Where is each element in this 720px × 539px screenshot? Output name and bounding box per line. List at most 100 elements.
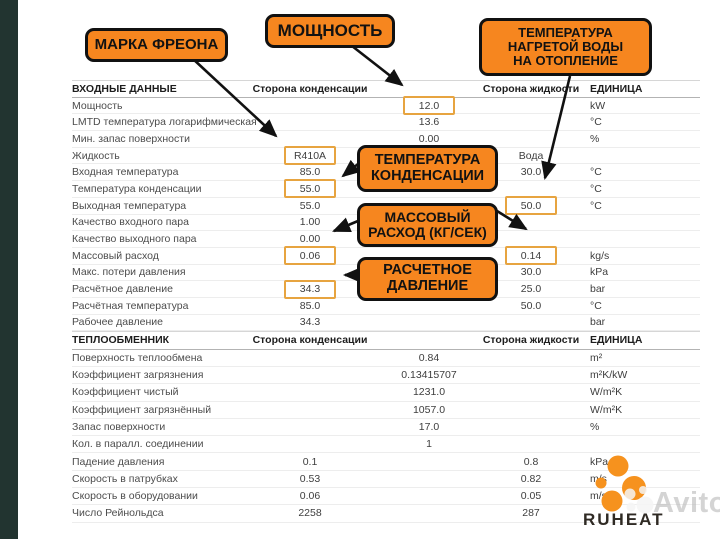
- cell-unit: m²K/kW: [590, 369, 628, 382]
- cell-liquid: 25.0: [520, 283, 542, 296]
- cell-unit: kg/s: [590, 249, 610, 262]
- callout-design-pressure: РАСЧЕТНОЕ ДАВЛЕНИЕ: [357, 257, 498, 301]
- cell-unit: bar: [590, 316, 606, 329]
- ruheat-logo-text: RUHEAT: [583, 510, 665, 529]
- row-label: Скорость в оборудовании: [72, 490, 198, 503]
- table-row: Скорость в патрубках 0.53 0.82 m/s: [72, 471, 700, 488]
- cell-unit: W/m²K: [590, 403, 623, 416]
- cell-mid: 13.6: [418, 116, 440, 129]
- cell-cond: 0.1: [302, 455, 318, 468]
- avito-watermark-text: Avito: [653, 487, 720, 519]
- cell-liquid: Вода: [518, 149, 544, 162]
- table-row: Поверхность теплообмена 0.84 m²: [72, 350, 700, 367]
- row-label: Падение давления: [72, 455, 165, 468]
- row-label: Расчётное давление: [72, 283, 173, 296]
- col-header-liquid: Сторона жидкости: [482, 82, 580, 95]
- row-label: Рабочее давление: [72, 316, 163, 329]
- cell-liquid: 0.82: [520, 472, 542, 485]
- table-row: Запас поверхности 17.0%: [72, 419, 700, 437]
- cell-mid: 0.00: [418, 132, 440, 145]
- callout-freon-brand: МАРКА ФРЕОНА: [85, 28, 228, 62]
- cell-liquid: 30.0: [520, 266, 542, 279]
- left-edge-strip: [0, 0, 18, 539]
- row-label: Коэффициент загрязнённый: [72, 403, 212, 416]
- cell-cond: 0.06: [240, 246, 380, 266]
- cell-liquid: 0.8: [523, 455, 539, 468]
- highlight-box: 55.0: [284, 179, 336, 199]
- cell-unit: m/s: [590, 472, 607, 485]
- cell-cond: 55.0: [240, 179, 380, 199]
- row-label: Массовый расход: [72, 249, 159, 262]
- row-label: Расчётная температура: [72, 299, 189, 312]
- row-label: Поверхность теплообмена: [72, 351, 203, 364]
- row-label: Температура конденсации: [72, 182, 202, 195]
- highlight-box: 34.3: [284, 279, 336, 299]
- table-row: LMTD температура логарифмическая 13.6 °C: [72, 114, 700, 132]
- row-label: Коэффициент загрязнения: [72, 369, 204, 382]
- highlight-box: R410A: [284, 146, 336, 166]
- cell-cond: 0.53: [299, 472, 321, 485]
- cell-cond: R410A: [240, 146, 380, 166]
- table-row: Кол. в паралл. соединении 1: [72, 436, 700, 454]
- cell-mid: 17.0: [418, 420, 440, 433]
- col-header-unit: ЕДИНИЦА: [590, 82, 643, 95]
- row-label: Коэффициент чистый: [72, 386, 179, 399]
- row-label: Макс. потери давления: [72, 266, 186, 279]
- table-row: Качество выходного пара 0.00: [72, 231, 700, 248]
- row-label: Качество входного пара: [72, 216, 189, 229]
- cell-liquid: 287: [522, 507, 540, 520]
- row-label: Запас поверхности: [72, 420, 166, 433]
- row-label: Мощность: [72, 99, 123, 112]
- cell-cond: 0.06: [299, 490, 321, 503]
- row-label: Скорость в патрубках: [72, 472, 178, 485]
- cell-unit: °C: [590, 166, 602, 179]
- cell-mid: 1: [426, 438, 432, 451]
- cell-unit: °C: [590, 182, 602, 195]
- table-row: Рабочее давление 34.3 bar: [72, 315, 700, 332]
- cell-cond: 85.0: [299, 166, 321, 179]
- cell-cond: 34.3: [240, 279, 380, 299]
- cell-mid: 0.13415707: [401, 369, 457, 382]
- data-table: ВХОДНЫЕ ДАННЫЕ Сторона конденсации Сторона…: [72, 80, 700, 523]
- row-label: Кол. в паралл. соединении: [72, 438, 204, 451]
- row-label: LMTD температура логарифмическая: [72, 116, 257, 129]
- row-label: Жидкость: [72, 149, 120, 162]
- row-label: Качество выходного пара: [72, 233, 197, 246]
- cell-unit: °C: [590, 116, 602, 129]
- cell-unit: m²: [590, 351, 603, 364]
- cell-unit: %: [590, 420, 600, 433]
- col-header-condensation: Сторона конденсации: [252, 334, 368, 347]
- table-row: Расчётная температура 85.0 50.0 °C: [72, 298, 700, 315]
- highlight-box: 0.14: [505, 246, 557, 266]
- callout-heated-water-temp: ТЕМПЕРАТУРА НАГРЕТОЙ ВОДЫ НА ОТОПЛЕНИЕ: [479, 18, 652, 76]
- table-row: Мощность 12.0 kW: [72, 96, 700, 116]
- section-title: ТЕПЛООБМЕННИК: [72, 334, 170, 347]
- table-row: Падение давления 0.1 0.8 kPa: [72, 453, 700, 471]
- col-header-condensation: Сторона конденсации: [252, 82, 368, 95]
- cell-unit: kW: [590, 99, 606, 112]
- cell-cond: 85.0: [299, 299, 321, 312]
- cell-unit: %: [590, 132, 600, 145]
- col-header-unit: ЕДИНИЦА: [590, 334, 643, 347]
- row-label: Выходная температура: [72, 199, 187, 212]
- cell-unit: kPa: [590, 266, 609, 279]
- table-row: Коэффициент чистый 1231.0 W/m²K: [72, 384, 700, 402]
- table-row: Число Рейнольдса 2258 287: [72, 505, 700, 523]
- table-row: Температура конденсации 55.0 °C: [72, 179, 700, 199]
- cell-liquid: 50.0: [520, 299, 542, 312]
- cell-unit: bar: [590, 283, 606, 296]
- highlight-box: 0.06: [284, 246, 336, 266]
- section-header-row: ТЕПЛООБМЕННИК Сторона конденсации Сторона …: [72, 331, 700, 350]
- table-row: Скорость в оборудовании 0.06 0.05 m/s: [72, 488, 700, 506]
- cell-liquid: 0.05: [520, 490, 542, 503]
- cell-mid: 0.84: [418, 351, 440, 364]
- callout-condensation-temp: ТЕМПЕРАТУРА КОНДЕНСАЦИИ: [357, 145, 498, 192]
- cell-cond: 34.3: [299, 316, 321, 329]
- section-header-row: ВХОДНЫЕ ДАННЫЕ Сторона конденсации Сторона…: [72, 80, 700, 98]
- highlight-box: 50.0: [505, 196, 557, 216]
- cell-unit: W/m²K: [590, 386, 623, 399]
- section-title: ВХОДНЫЕ ДАННЫЕ: [72, 82, 177, 95]
- callout-power: МОЩНОСТЬ: [265, 14, 395, 48]
- cell-unit: °C: [590, 299, 602, 312]
- row-label: Входная температура: [72, 166, 179, 179]
